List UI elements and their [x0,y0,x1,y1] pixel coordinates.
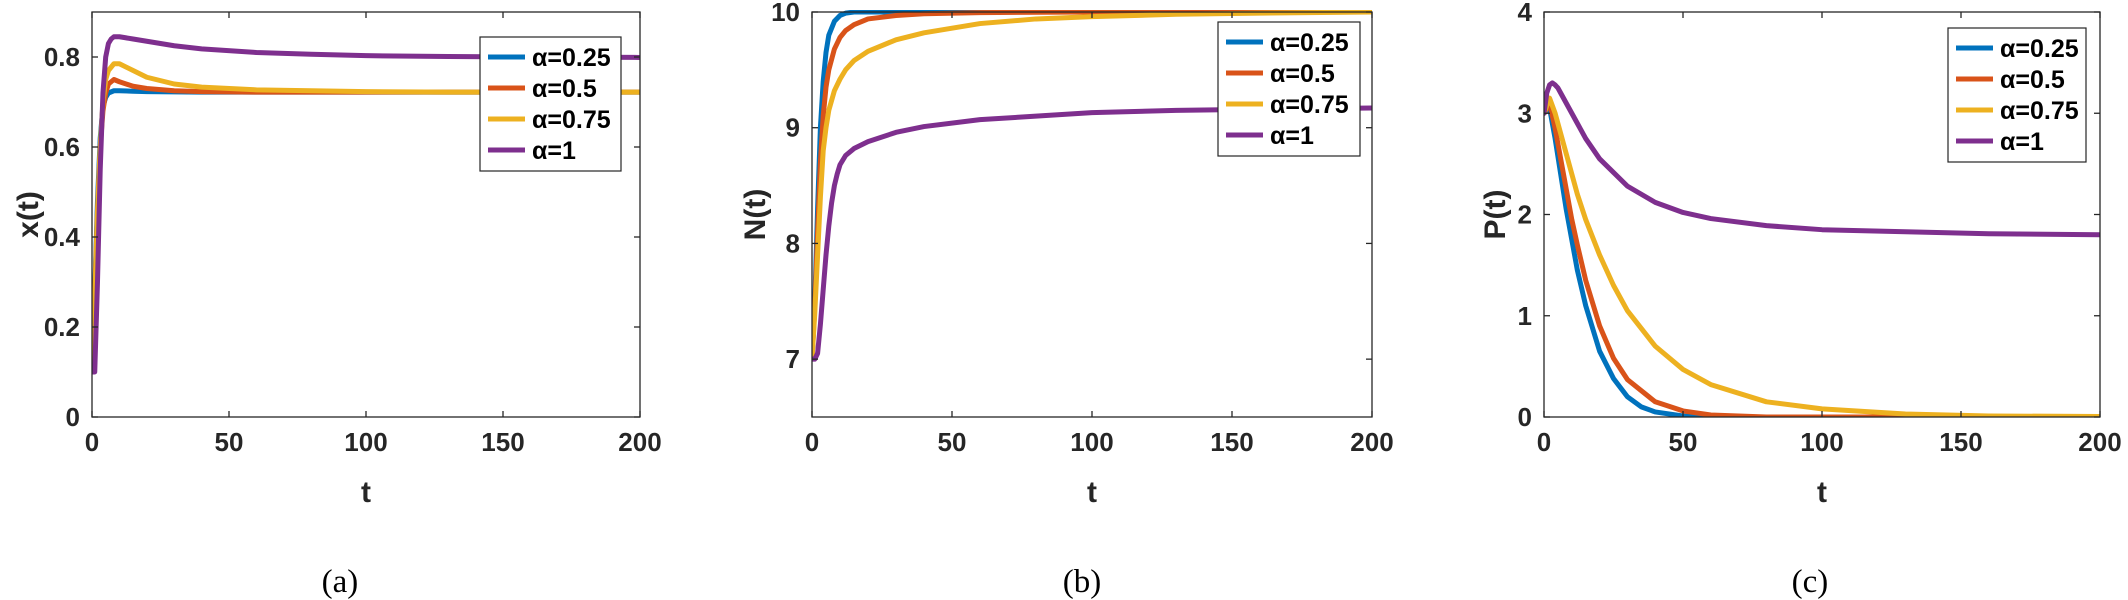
chart-panel-3: 0 50 100 150 20001234tP(t)α=0.25α=0.5α=0.75α… [1479,0,2122,600]
legend-entry-label: α=1 [1270,122,1314,150]
x-tick-label: 50 [215,427,244,457]
x-tick-label: 150 [1210,427,1253,457]
legend: α=0.25 α=0.5 α=0.75 α=1 [1947,27,2087,163]
y-axis-label: P(t) [1479,190,1512,240]
x-tick-label: 0 [805,427,819,457]
legend-entry-label: α=0.75 [1270,91,1349,119]
legend-entry-label: α=1 [532,137,576,165]
legend-entry-label: α=0.75 [2000,97,2079,125]
legend-entry-label: α=0.25 [2000,35,2079,63]
panel-caption: (b) [1063,564,1101,600]
legend-entry-label: α=0.75 [532,106,611,134]
x-tick-label: 100 [1800,427,1843,457]
legend-entry-label: α=0.5 [1270,60,1335,88]
x-tick-label: 0 [1537,427,1551,457]
series-line-1 [1544,105,2100,417]
legend: α=0.25 α=0.5 α=0.75 α=1 [479,36,622,172]
y-tick-label: 10 [771,0,800,27]
chart-panel-1: 0 50 100 150 20000.20.40.60.8tx(t)α=0.25α=0.… [12,11,662,600]
legend: α=0.25 α=0.5 α=0.75 α=1 [1217,21,1361,157]
x-tick-label: 100 [344,427,387,457]
x-axis-label: t [361,476,371,509]
x-tick-label: 200 [1350,427,1393,457]
y-tick-label: 0.8 [44,42,80,72]
x-tick-label: 100 [1070,427,1113,457]
y-tick-label: 1 [1518,301,1532,331]
panel-caption: (a) [322,564,359,600]
x-tick-label: 150 [481,427,524,457]
x-axis-label: t [1087,476,1097,509]
y-tick-label: 0 [1518,402,1532,432]
x-tick-label: 200 [2078,427,2121,457]
y-tick-label: 7 [786,344,800,374]
x-tick-label: 50 [1669,427,1698,457]
chart-panel-2: 0 50 100 150 20078910tN(t)α=0.25α=0.5α=0.75α… [739,0,1394,600]
x-tick-label: 150 [1939,427,1982,457]
legend-entry-label: α=0.5 [2000,66,2065,94]
panel-caption: (c) [1792,564,1829,600]
x-tick-label: 0 [85,427,99,457]
y-tick-label: 0.6 [44,132,80,162]
y-tick-label: 2 [1518,200,1532,230]
y-tick-label: 0.4 [44,222,81,252]
x-tick-label: 50 [938,427,967,457]
legend-entry-label: α=0.25 [532,44,611,72]
y-axis-label: x(t) [12,191,45,238]
series-line-3 [1544,95,2100,417]
y-axis-label: N(t) [739,189,772,241]
y-tick-label: 9 [786,113,800,143]
series-line-3 [812,10,1372,362]
series-line-2 [1544,100,2100,417]
y-tick-label: 3 [1518,98,1532,128]
series-line-4 [1544,80,2100,238]
y-tick-label: 4 [1518,0,1533,27]
series-line-4 [812,105,1372,362]
y-tick-label: 0 [66,402,80,432]
x-axis-label: t [1817,476,1827,509]
y-tick-label: 8 [786,228,800,258]
y-tick-label: 0.2 [44,312,80,342]
x-tick-label: 200 [618,427,661,457]
series-line-4 [92,34,640,375]
legend-entry-label: α=0.25 [1270,29,1349,57]
legend-entry-label: α=1 [2000,128,2044,156]
legend-entry-label: α=0.5 [532,75,597,103]
